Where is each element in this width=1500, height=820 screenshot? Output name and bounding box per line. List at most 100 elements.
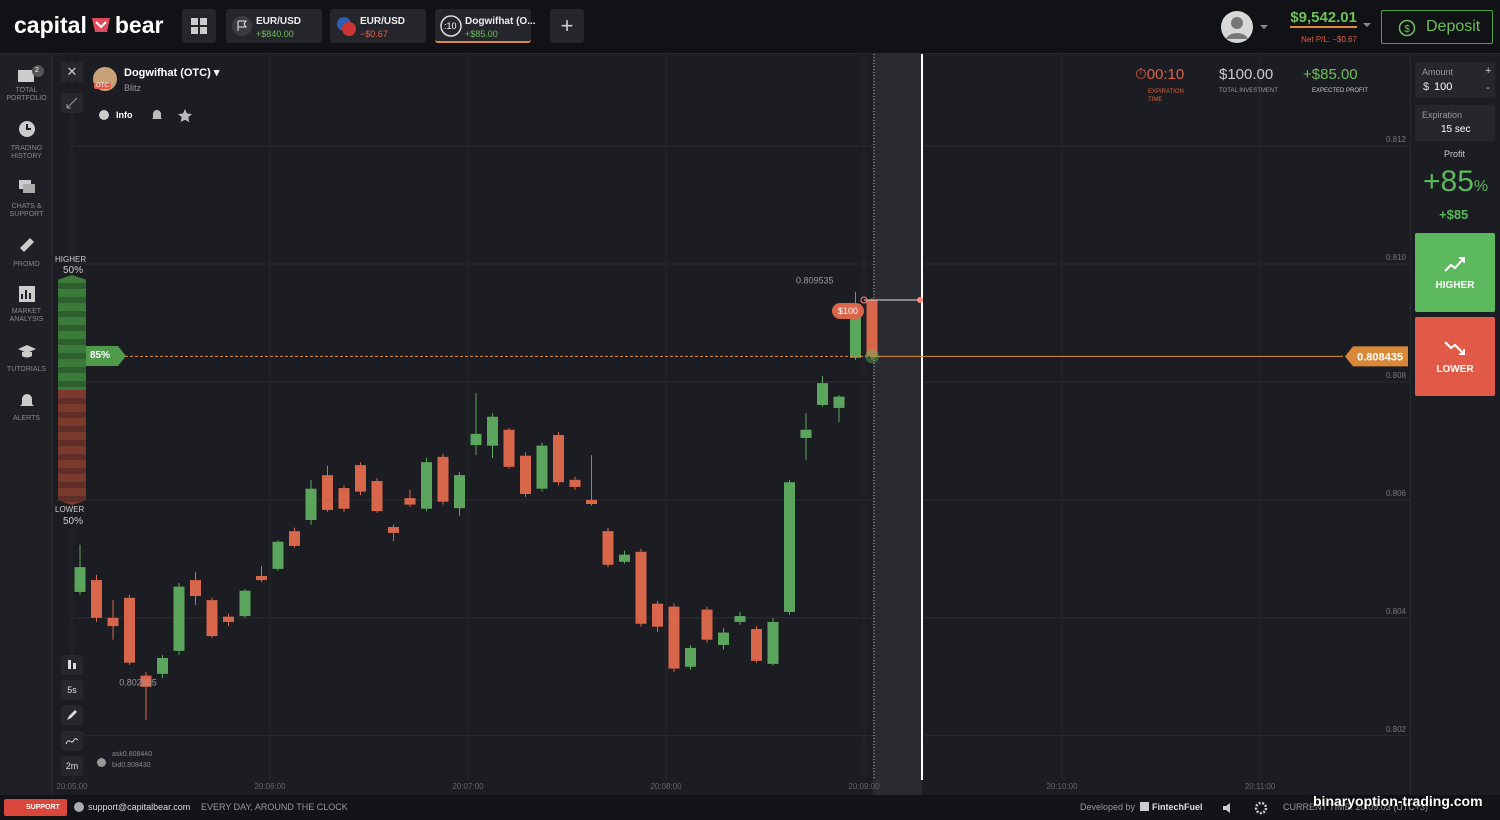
amount-minus[interactable]: - [1486, 82, 1490, 94]
period-button[interactable]: 5s [61, 680, 83, 700]
x-tick-label: 20:06:00 [254, 782, 286, 791]
asset-actions[interactable] [150, 108, 192, 122]
asset-name[interactable]: Dogwifhat (OTC) ▾ [124, 67, 220, 79]
balance[interactable]: $9,542.01 [1290, 9, 1357, 28]
lower-label: LOWER [1436, 364, 1474, 375]
deposit-button[interactable]: $ Deposit [1381, 10, 1493, 44]
nav-item[interactable]: 2 TOTAL PORTFOLIO [0, 60, 53, 110]
y-tick-label: 0.810 [1386, 253, 1407, 262]
developer-logo [1140, 802, 1149, 811]
candle-body [817, 383, 828, 405]
x-tick-label: 20:11:00 [1245, 782, 1276, 791]
nav-item[interactable]: TRADING HISTORY [0, 118, 53, 168]
close-chart[interactable]: ✕ [61, 62, 83, 82]
asset-tab[interactable]: EUR/USD +$840.00 [226, 9, 322, 43]
nav-item[interactable]: MARKET ANALYSIS [0, 284, 53, 334]
candle-body [668, 606, 680, 669]
promo-icon [20, 238, 34, 252]
nav-item[interactable]: PROMO [0, 234, 53, 274]
grid-icon [191, 18, 207, 34]
chart-type[interactable] [61, 655, 83, 675]
candle-body [800, 429, 812, 438]
x-tick-label: 20:08:00 [650, 782, 682, 791]
min-price-label: 0.802905 [119, 677, 157, 687]
nav-item[interactable]: TUTORIALS [0, 342, 53, 382]
nav-item[interactable]: ALERTS [0, 390, 53, 430]
candle-body [371, 481, 383, 512]
candle-body [866, 300, 878, 357]
payout-tag: 85% [86, 346, 126, 366]
bid-price: bid0.808430 [112, 762, 151, 769]
profit-pct: +85% [1423, 165, 1488, 199]
interval-button[interactable]: 2m [61, 756, 83, 776]
tab-asset: EUR/USD [360, 16, 406, 27]
candle-body [305, 488, 317, 520]
wave-icon [65, 738, 79, 745]
expiration-box[interactable]: Expiration 15 sec [1415, 105, 1495, 141]
alert-icon [20, 394, 34, 406]
candle-body [289, 531, 300, 546]
higher-label: HIGHER [55, 255, 87, 264]
add-tab[interactable]: + [550, 9, 584, 43]
lower-button[interactable]: LOWER [1415, 317, 1495, 396]
footer: SUPPORT support@capitalbear.com EVERY DA… [0, 793, 1500, 820]
amount-plus[interactable]: + [1485, 65, 1492, 77]
x-tick-label: 20:10:00 [1046, 782, 1078, 791]
max-price-label: 0.809535 [796, 275, 834, 285]
currency: $ [1423, 81, 1430, 93]
info-link[interactable]: Info [116, 110, 133, 120]
pencil-icon [67, 710, 77, 720]
candle-body [784, 482, 795, 612]
nav-label: CHATS & SUPPORT [9, 203, 44, 218]
trade-tag [832, 303, 864, 319]
ask-price: ask0.808440 [112, 751, 153, 758]
help-icon [97, 758, 106, 767]
candle-body [718, 632, 729, 645]
tab-result: −$0.67 [360, 29, 388, 39]
asset-tab[interactable]: EUR/USD −$0.67 [330, 9, 426, 43]
logo[interactable]: capital bear [14, 12, 163, 39]
stat-label: EXPECTED PROFIT [1312, 88, 1369, 94]
y-tick-label: 0.804 [1386, 607, 1407, 616]
candle-body [91, 580, 102, 618]
candle-body [602, 531, 614, 565]
expected-profit: +$85.00 [1303, 66, 1358, 83]
portfolio-icon [18, 65, 44, 82]
higher-icon [1444, 257, 1465, 272]
profit-value: +$85 [1439, 207, 1469, 222]
candle-body [767, 621, 779, 664]
draw-tool[interactable] [61, 705, 83, 725]
stat-label: TOTAL INVESTMENT [1219, 88, 1278, 94]
chat-icon [19, 180, 35, 193]
layout-button[interactable] [182, 9, 216, 43]
candle-body [74, 567, 86, 592]
candle-body [619, 554, 630, 562]
avatar[interactable] [1220, 10, 1270, 44]
footer-controls[interactable] [1222, 801, 1272, 815]
support-email[interactable]: support@capitalbear.com [88, 802, 191, 812]
nav-label: PROMO [13, 261, 40, 268]
logo-text: capital [14, 12, 87, 38]
price-glow [865, 349, 879, 364]
amount-box[interactable]: Amount $ 100 + - [1415, 62, 1495, 98]
logo-text: bear [114, 12, 164, 38]
tab-result: +$840.00 [256, 29, 294, 39]
expiry-zone [873, 54, 922, 795]
indicator-tool[interactable] [61, 731, 83, 751]
amount-value: 100 [1434, 81, 1453, 93]
developer[interactable]: FintechFuel [1152, 802, 1203, 812]
candle-body [272, 541, 284, 569]
info-icon [99, 110, 109, 120]
asset-tab[interactable]: :10 Dogwifhat (O... +$85.00 [435, 9, 536, 43]
deposit-icon: $ [1398, 19, 1416, 37]
nav-item[interactable]: CHATS & SUPPORT [0, 176, 53, 226]
lower-label: LOWER [55, 505, 85, 514]
lower-sentiment [58, 390, 86, 505]
current-time: CURRENT TIME: 20:09:03 (UTC+3) [1283, 802, 1428, 812]
candle-body [734, 616, 746, 622]
collapse-chart[interactable] [61, 93, 83, 113]
lower-icon [1444, 341, 1465, 355]
support-button[interactable]: SUPPORT [4, 799, 67, 816]
candle-body [206, 600, 218, 637]
higher-button[interactable]: HIGHER [1415, 233, 1495, 312]
